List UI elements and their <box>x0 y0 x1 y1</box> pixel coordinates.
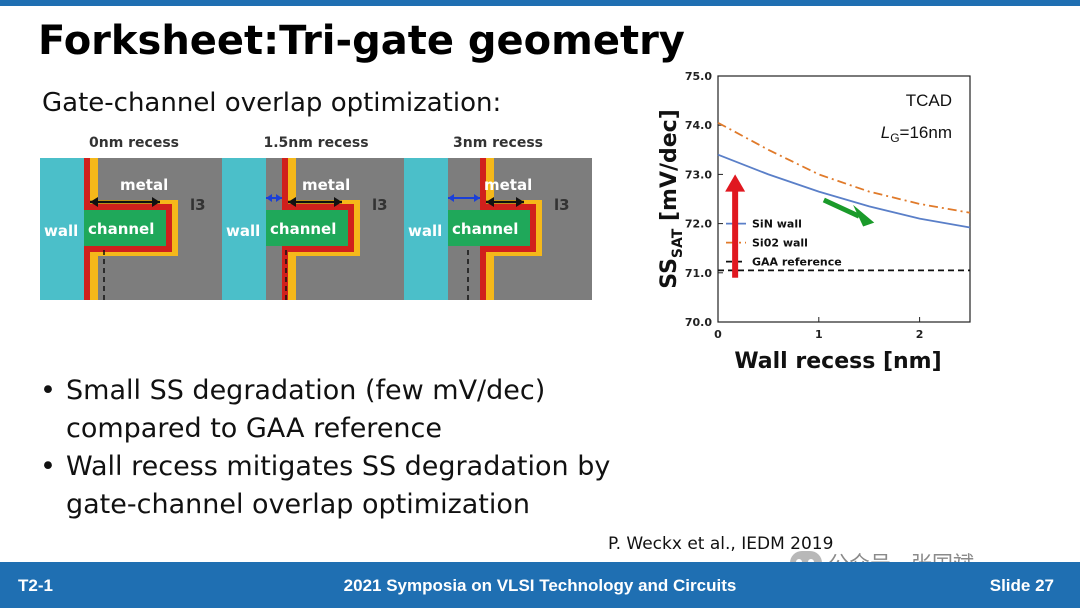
y-axis-label-unit: [mV/dec] <box>657 109 682 228</box>
bullet-item: • Wall recess mitigates SS degradation b… <box>40 448 610 524</box>
bullet-dot: • <box>40 375 56 406</box>
y-tick-label: 72.0 <box>685 218 712 231</box>
diagram-svg: wall channel metal l3 <box>222 158 410 300</box>
bullet-list: • Small SS degradation (few mV/dec) comp… <box>40 372 610 524</box>
metal-label: metal <box>120 176 168 194</box>
bullet-line: Wall recess mitigates SS degradation by <box>66 451 611 482</box>
series-line-solid <box>717 153 971 229</box>
y-tick-label: 73.0 <box>685 168 712 181</box>
footer-session-id: T2-1 <box>18 576 53 595</box>
annotation-lg-l: L <box>881 123 890 142</box>
channel-region <box>84 210 166 246</box>
y-tick-label: 71.0 <box>685 267 712 280</box>
top-accent-bar <box>0 0 1080 6</box>
diagram-caption: 3nm recess <box>452 135 544 151</box>
channel-label: channel <box>452 220 518 238</box>
arrow-head-left <box>90 197 98 207</box>
arrow-head-left <box>486 197 494 207</box>
metal-label: metal <box>484 176 532 194</box>
wall-region <box>222 158 266 300</box>
wall-label: wall <box>226 222 260 240</box>
legend-label: SiN wall <box>752 218 802 231</box>
plot-area <box>717 75 971 323</box>
arrow-head-right <box>152 197 160 207</box>
arrow-head-left <box>288 197 296 207</box>
footer-conference: 2021 Symposia on VLSI Technology and Cir… <box>343 576 737 595</box>
cross-section-diagram-3nm: 3nm recess wall channel metal l3 <box>404 132 592 300</box>
citation: P. Weckx et al., IEDM 2019 <box>608 534 834 554</box>
diagram-svg: wall channel metal l3 <box>404 158 592 300</box>
annotation-tcad: TCAD <box>906 91 952 110</box>
wall-region <box>404 158 448 300</box>
channel-label: channel <box>270 220 336 238</box>
x-tick-label: 1 <box>815 328 823 341</box>
y-axis-label: SSSAT [mV/dec] <box>657 109 686 289</box>
channel-label: channel <box>88 220 154 238</box>
metal-lower <box>296 256 352 300</box>
wall-label: wall <box>408 222 442 240</box>
wall-label: wall <box>44 222 78 240</box>
y-tick-label: 70.0 <box>685 316 712 329</box>
y-axis-label-main: SS <box>657 258 682 289</box>
arrow-head-right <box>516 197 524 207</box>
y-axis-label-sub: SAT <box>670 228 686 258</box>
diagram-caption: 1.5nm recess <box>263 135 369 151</box>
red-arrow-head <box>725 174 746 192</box>
bullet-dot: • <box>40 451 56 482</box>
recess-arrow-head-right <box>276 194 282 202</box>
green-arrow-head <box>853 204 875 227</box>
diagram-caption: 0nm recess <box>88 135 180 151</box>
metal-lower <box>98 256 170 300</box>
footer-bar: T2-1 2021 Symposia on VLSI Technology an… <box>0 562 1080 608</box>
legend-label: GAA reference <box>752 256 842 269</box>
channel-region <box>266 210 348 246</box>
channel-region <box>448 210 530 246</box>
metal-label: metal <box>302 176 350 194</box>
annotation-lg-value: =16nm <box>900 123 952 142</box>
red-arrow-shaft <box>732 186 739 278</box>
l3-label: l3 <box>190 196 206 214</box>
annotation-lg: LG=16nm <box>881 123 952 145</box>
y-tick-label: 75.0 <box>685 70 712 83</box>
recess-arrow-head-left <box>448 194 454 202</box>
slide-title: Forksheet:Tri-gate geometry <box>38 18 685 64</box>
bullet-line: Small SS degradation (few mV/dec) <box>66 375 546 406</box>
annotation-lg-sub: G <box>890 131 899 145</box>
recess-arrow-head-right <box>474 194 480 202</box>
arrow-head-right <box>334 197 342 207</box>
l3-label: l3 <box>554 196 570 214</box>
x-tick-label: 2 <box>916 328 924 341</box>
bullet-item: • Small SS degradation (few mV/dec) comp… <box>40 372 610 448</box>
cross-section-diagram-1p5nm: 1.5nm recess wall channel metal l3 <box>222 132 410 300</box>
footer-slide-number: Slide 27 <box>989 576 1054 595</box>
diagram-svg: wall channel metal l3 <box>40 158 228 300</box>
slide-subtitle: Gate-channel overlap optimization: <box>42 88 502 118</box>
series-line-dashdot <box>717 121 971 214</box>
l3-label: l3 <box>372 196 388 214</box>
cross-section-diagram-0nm: 0nm recess wall channel metal l3 <box>40 132 228 300</box>
x-tick-label: 0 <box>714 328 722 341</box>
recess-arrow-head-left <box>266 194 272 202</box>
legend-label: Si02 wall <box>752 237 808 250</box>
wall-region <box>40 158 84 300</box>
y-tick-label: 74.0 <box>685 119 712 132</box>
bullet-line: gate-channel overlap optimization <box>66 489 531 520</box>
bullet-line: compared to GAA reference <box>66 413 442 444</box>
ss-vs-recess-chart: 70.0 71.0 72.0 73.0 74.0 75.0 0 1 2 Wall recess [… <box>648 62 988 392</box>
metal-lower <box>494 256 534 300</box>
green-arrow-shaft <box>822 197 861 219</box>
x-axis-label: Wall recess [nm] <box>734 349 941 374</box>
